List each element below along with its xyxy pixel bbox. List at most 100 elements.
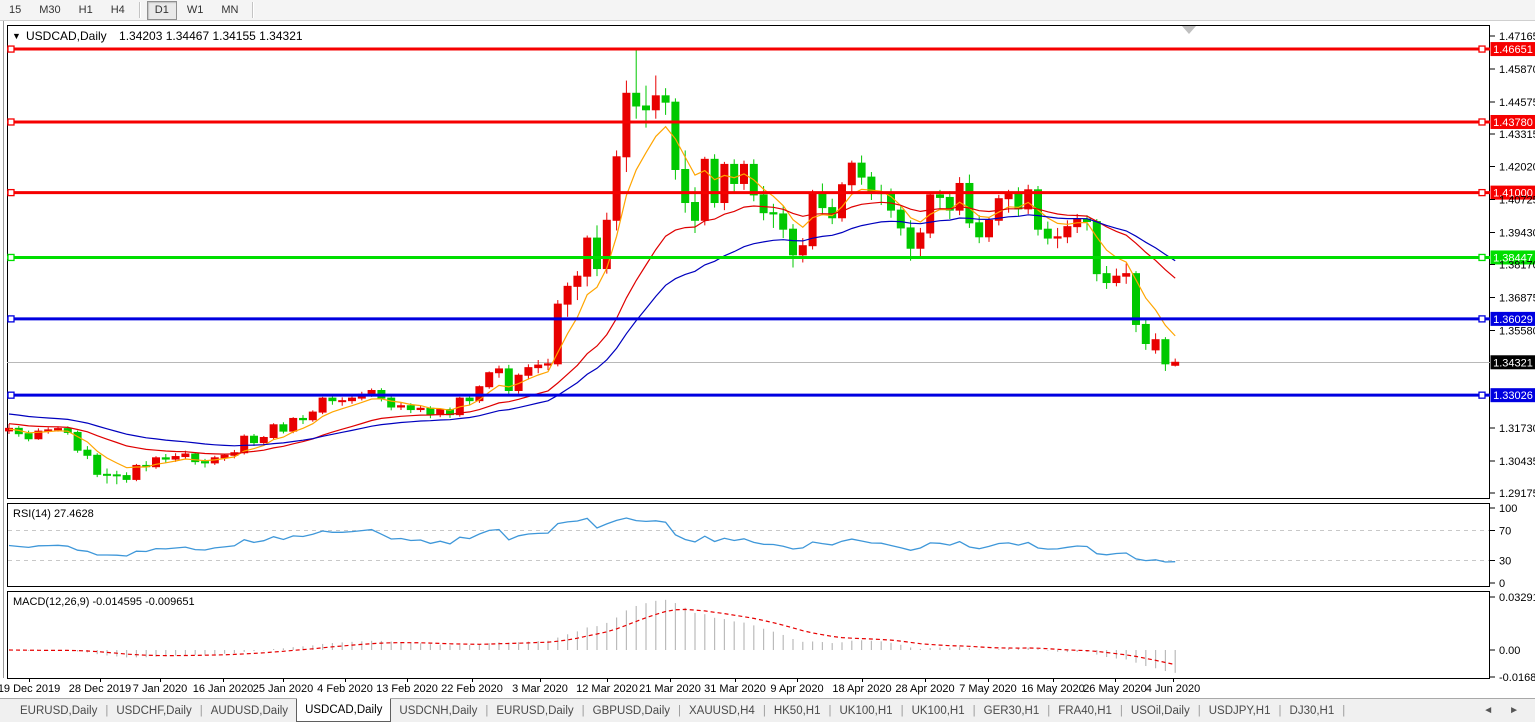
candle-bearish (642, 105, 650, 111)
tab-separator: | (105, 704, 109, 717)
date-tick-label[interactable]: 7 Jan 2020 (133, 683, 187, 695)
symbol-dropdown-icon[interactable]: ▼ (12, 31, 21, 41)
date-tick-label[interactable]: 31 Mar 2020 (704, 683, 766, 695)
date-tick-label[interactable]: 21 Mar 2020 (639, 683, 701, 695)
chart-tab-usdcad-daily[interactable]: USDCAD,Daily (296, 698, 392, 722)
price-badge (1490, 114, 1535, 129)
price-tick-label[interactable]: 1.43315 (1499, 129, 1535, 141)
date-tick-label[interactable]: 16 Jan 2020 (193, 683, 254, 695)
chart-tab-fra40-h1[interactable]: FRA40,H1 (1058, 704, 1112, 717)
candle-bullish (573, 275, 582, 287)
date-tick-label[interactable]: 22 Feb 2020 (441, 683, 503, 695)
price-tick-label[interactable]: 1.29175 (1499, 488, 1535, 500)
price-tick-label[interactable]: 1.36875 (1499, 292, 1535, 304)
line-anchor-handle[interactable] (1478, 188, 1486, 197)
macd-histogram (18, 599, 1176, 673)
chart-tab-audusd-daily[interactable]: AUDUSD,Daily (210, 704, 289, 717)
candle-bearish (161, 457, 170, 460)
line-anchor-handle[interactable] (7, 188, 15, 197)
candle-bearish (965, 182, 974, 224)
date-tick-label[interactable]: 13 Feb 2020 (376, 683, 438, 695)
chart-tab-ger30-h1[interactable]: GER30,H1 (983, 704, 1040, 717)
date-tick-label[interactable]: 3 Mar 2020 (512, 683, 568, 695)
chart-tab-dj30-h1[interactable]: DJ30,H1 (1289, 704, 1335, 717)
candle-bearish (250, 435, 258, 444)
price-tick-label[interactable]: 1.30435 (1499, 456, 1535, 468)
line-anchor-handle[interactable] (1478, 391, 1486, 399)
tab-scroll-left-icon[interactable]: ◄ (1483, 705, 1494, 716)
candle-bearish (710, 158, 719, 204)
timeframe-button-mn[interactable]: MN (221, 3, 239, 16)
chart-tab-xauusd-h4[interactable]: XAUUSD,H4 (689, 704, 755, 717)
candle-bullish (54, 428, 62, 431)
price-tick-label[interactable]: 1.35580 (1499, 325, 1535, 337)
timeframe-button-d1[interactable]: D1 (146, 0, 177, 20)
date-tick-label[interactable]: 4 Feb 2020 (317, 683, 373, 695)
chart-tab-uk100-h1[interactable]: UK100,H1 (911, 704, 965, 717)
chart-tab-eurusd-daily[interactable]: EURUSD,Daily (496, 704, 574, 717)
line-anchor-handle[interactable] (7, 315, 15, 323)
timeframe-button-m30[interactable]: M30 (39, 3, 61, 16)
chart-tab-eurusd-daily[interactable]: EURUSD,Daily (20, 704, 98, 717)
chart-tab-uk100-h1[interactable]: UK100,H1 (839, 704, 893, 717)
candle-bullish (514, 374, 523, 391)
line-anchor-handle[interactable] (1478, 45, 1486, 53)
candle-bearish (504, 368, 513, 391)
chart-tab-usdchf-daily[interactable]: USDCHF,Daily (116, 704, 192, 717)
price-tick-label[interactable]: 1.39430 (1499, 227, 1535, 239)
chart-tab-usdcnh-daily[interactable]: USDCNH,Daily (399, 704, 478, 717)
rsi-tick-label: 70 (1499, 526, 1511, 538)
date-tick-label[interactable]: 19 Dec 2019 (0, 683, 60, 695)
candle-bullish (495, 368, 503, 374)
price-tick-label[interactable]: 1.45870 (1499, 64, 1535, 76)
price-tick-label[interactable]: 1.47165 (1499, 31, 1535, 43)
timeframe-button-h4[interactable]: H4 (110, 3, 125, 16)
candle-bearish (112, 474, 121, 477)
line-anchor-handle[interactable] (7, 253, 15, 262)
date-tick-label[interactable]: 4 Jun 2020 (1146, 683, 1200, 695)
line-anchor-handle[interactable] (1478, 118, 1486, 126)
macd-pane (7, 591, 1490, 679)
chart-tab-gbpusd-daily[interactable]: GBPUSD,Daily (592, 704, 670, 717)
candle-bullish (651, 95, 660, 111)
main-pane[interactable] (7, 25, 1490, 499)
date-tick-label[interactable]: 25 Jan 2020 (253, 683, 314, 695)
price-tick-label[interactable]: 1.42020 (1499, 162, 1535, 174)
line-anchor-handle[interactable] (7, 391, 15, 399)
date-tick-label[interactable]: 28 Apr 2020 (895, 683, 954, 695)
timeframe-button-w1[interactable]: W1 (186, 3, 204, 16)
tab-scroll-right-icon[interactable]: ► (1509, 705, 1519, 716)
chart-tab-hk50-h1[interactable]: HK50,H1 (773, 704, 821, 717)
line-anchor-handle[interactable] (7, 45, 15, 53)
price-tick-label[interactable]: 1.38170 (1499, 260, 1535, 272)
line-anchor-handle[interactable] (7, 118, 15, 126)
candle-bullish (838, 184, 846, 219)
candle-bullish (985, 219, 993, 238)
candle-bullish (259, 436, 268, 444)
timeframe-button-h1[interactable]: H1 (78, 3, 93, 16)
date-tick-label[interactable]: 12 Mar 2020 (576, 683, 638, 695)
price-tick-label[interactable]: 1.44575 (1499, 97, 1535, 109)
chart-shift-marker-icon[interactable] (1182, 26, 1196, 34)
chart-tab-usoil-daily[interactable]: USOil,Daily (1130, 704, 1190, 717)
timeframe-button-15[interactable]: 15 (9, 3, 22, 16)
candle-bullish (1171, 361, 1180, 366)
macd-tick-label: -0.016857 (1499, 672, 1535, 684)
date-tick-label[interactable]: 18 Apr 2020 (832, 683, 891, 695)
candle-bearish (191, 453, 200, 463)
chart-tab-usdjpy-h1[interactable]: USDJPY,H1 (1208, 704, 1271, 717)
line-anchor-handle[interactable] (1478, 315, 1486, 323)
chart-canvas[interactable]: 1.46651 1.43780 1.41000 1.38447 1.36029 1.330… (0, 21, 1535, 698)
tab-separator: | (1119, 704, 1123, 717)
date-tick-label[interactable]: 26 May 2020 (1083, 683, 1147, 695)
date-tick-label[interactable]: 7 May 2020 (959, 683, 1016, 695)
candle-bearish (328, 397, 337, 402)
line-anchor-handle[interactable] (1478, 253, 1486, 262)
price-tick-label[interactable]: 1.31730 (1499, 423, 1535, 435)
date-tick-label[interactable]: 16 May 2020 (1021, 683, 1085, 695)
price-tick-label[interactable]: 1.40725 (1499, 195, 1535, 207)
price-badge-label: 1.33026 (1493, 390, 1533, 402)
date-tick-label[interactable]: 9 Apr 2020 (770, 683, 823, 695)
date-tick-label[interactable]: 28 Dec 2019 (69, 683, 131, 695)
